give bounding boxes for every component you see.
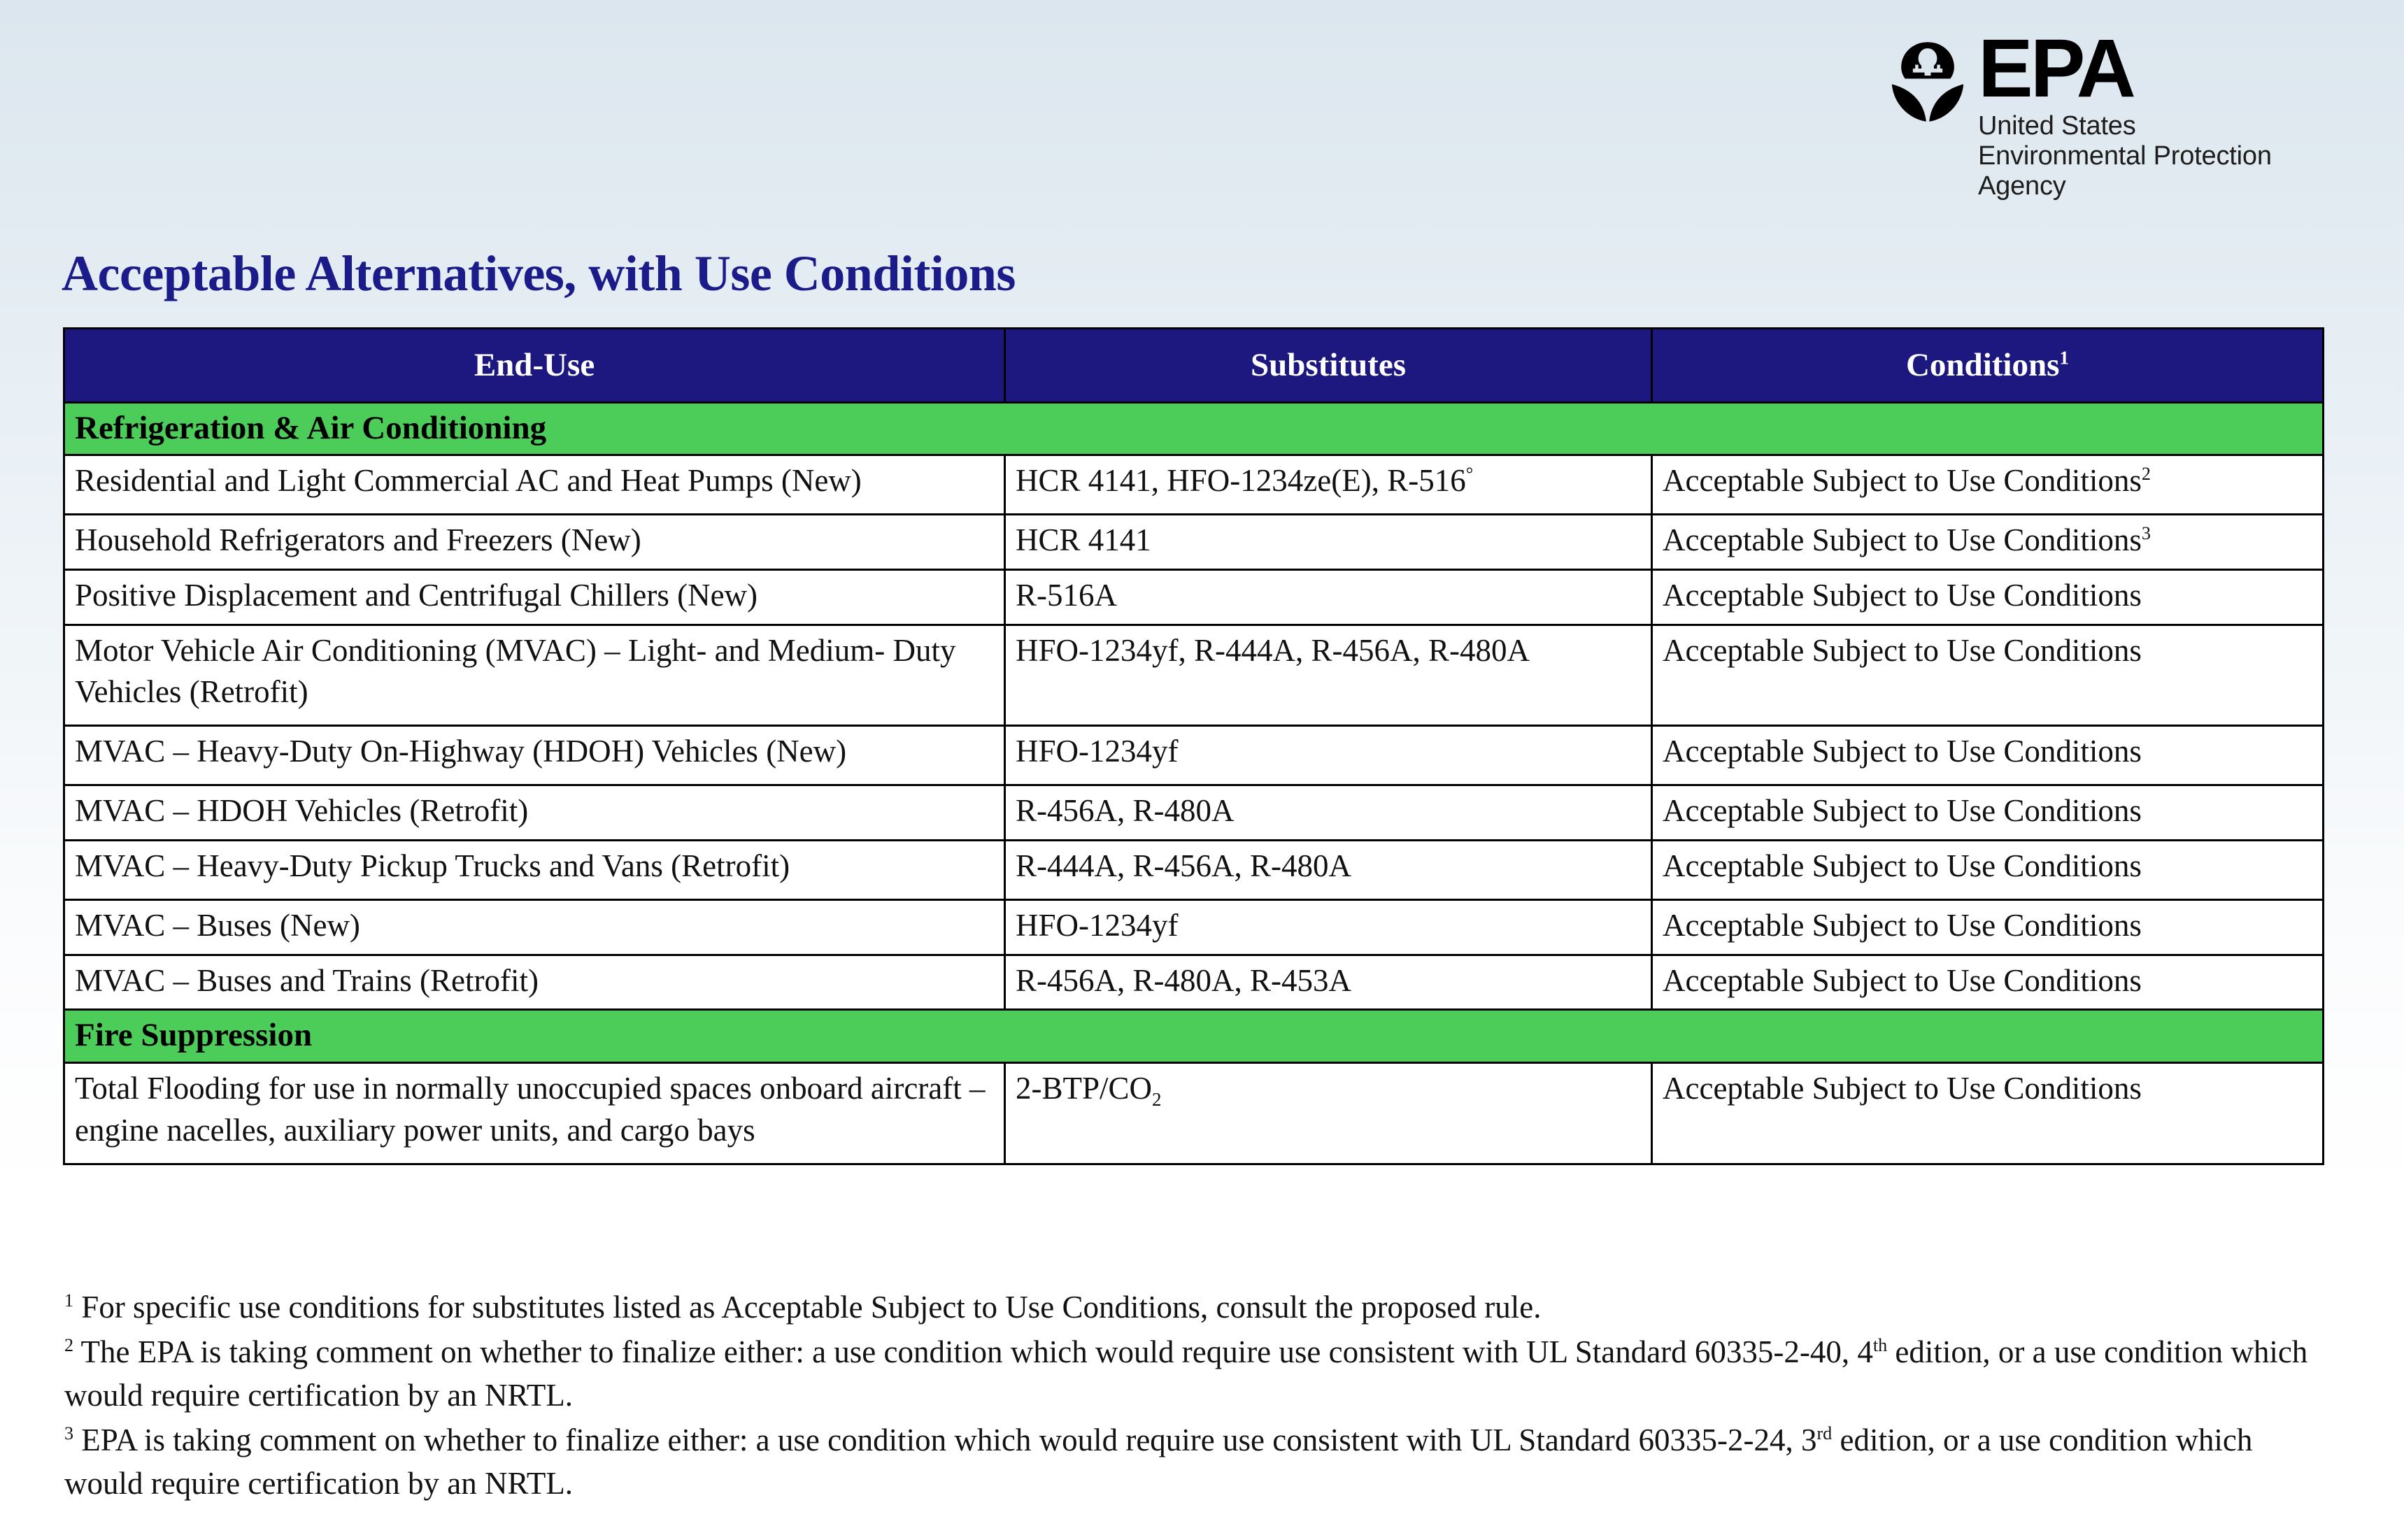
agency-line-2: Environmental Protection [1978,141,2272,171]
cell-end-use: Motor Vehicle Air Conditioning (MVAC) – … [63,623,1006,727]
epa-logo: EPA United States Environmental Protecti… [1889,22,2272,201]
table-row: Household Refrigerators and Freezers (Ne… [63,513,2324,571]
cell-end-use: MVAC – Heavy-Duty On-Highway (HDOH) Vehi… [63,725,1006,787]
column-header-conditions: Conditions1 [1651,327,2324,404]
cell-substitutes: R-456A, R-480A, R-453A [1004,953,1653,1011]
column-header-conditions-footnote-marker: 1 [2059,347,2070,369]
page-title: Acceptable Alternatives, with Use Condit… [62,245,1016,301]
cell-conditions-footnote-marker: 2 [2141,464,2151,484]
table-row: Positive Displacement and Centrifugal Ch… [63,568,2324,626]
cell-conditions: Acceptable Subject to Use Conditions [1651,953,2324,1011]
column-header-conditions-label: Conditions [1905,347,2060,383]
cell-end-use: Total Flooding for use in normally unocc… [63,1061,1006,1165]
cell-substitutes: HFO-1234yf, R-444A, R-456A, R-480A [1004,623,1653,727]
cell-end-use: Residential and Light Commercial AC and … [63,454,1006,515]
footnote-1-marker: 1 [64,1290,74,1311]
footnote-1-text: For specific use conditions for substitu… [81,1290,1542,1325]
table-row: MVAC – Buses (New) HFO-1234yf Acceptable… [63,898,2324,956]
cell-end-use: MVAC – Buses and Trains (Retrofit) [63,953,1006,1011]
footnote-3: 3 EPA is taking comment on whether to fi… [64,1418,2331,1505]
footnote-3-marker: 3 [64,1423,74,1444]
cell-conditions: Acceptable Subject to Use Conditions [1651,623,2324,727]
footnote-1: 1 For specific use conditions for substi… [64,1285,2331,1329]
cell-substitutes: 2-BTP/CO2 [1004,1061,1653,1165]
cell-end-use: MVAC – Buses (New) [63,898,1006,956]
section-row-fire-suppression: Fire Suppression [63,1008,2324,1064]
table-row: Total Flooding for use in normally unocc… [63,1061,2324,1165]
cell-conditions: Acceptable Subject to Use Conditions [1651,568,2324,626]
column-header-end-use: End-Use [63,327,1006,404]
cell-conditions-text: Acceptable Subject to Use Conditions [1663,848,2142,883]
agency-line-1: United States [1978,111,2136,141]
cell-substitutes-text: HFO-1234yf [1016,734,1179,769]
cell-substitutes: R-456A, R-480A [1004,784,1653,841]
cell-conditions: Acceptable Subject to Use Conditions [1651,839,2324,901]
cell-conditions-text: Acceptable Subject to Use Conditions [1663,577,2142,613]
cell-substitutes: R-444A, R-456A, R-480A [1004,839,1653,901]
cell-conditions: Acceptable Subject to Use Conditions [1651,725,2324,787]
cell-end-use: MVAC – HDOH Vehicles (Retrofit) [63,784,1006,841]
footnote-3-ordinal: rd [1816,1423,1833,1444]
cell-substitutes-text: HCR 4141 [1016,522,1151,557]
cell-substitutes-text: R-456A, R-480A [1016,793,1235,829]
footnotes: 1 For specific use conditions for substi… [64,1285,2331,1506]
table-row: Motor Vehicle Air Conditioning (MVAC) – … [63,623,2324,727]
cell-conditions-text: Acceptable Subject to Use Conditions [1663,463,2142,498]
footnote-2: 2 The EPA is taking comment on whether t… [64,1330,2331,1417]
cell-substitutes-footnote-marker: ° [1465,464,1474,484]
cell-substitutes-text: HFO-1234yf [1016,907,1179,943]
cell-conditions-text: Acceptable Subject to Use Conditions [1663,962,2142,998]
cell-substitutes-text: R-456A, R-480A, R-453A [1016,962,1351,998]
cell-substitutes: HFO-1234yf [1004,898,1653,956]
cell-conditions: Acceptable Subject to Use Conditions [1651,784,2324,841]
cell-conditions-text: Acceptable Subject to Use Conditions [1663,907,2142,943]
cell-end-use: Positive Displacement and Centrifugal Ch… [63,568,1006,626]
cell-substitutes: HFO-1234yf [1004,725,1653,787]
cell-conditions: Acceptable Subject to Use Conditions [1651,898,2324,956]
cell-substitutes-text: HCR 4141, HFO-1234ze(E), R-516 [1016,463,1466,498]
cell-substitutes-text: R-516A [1016,577,1117,613]
epa-agency-name: United States Environmental Protection A… [1978,111,2272,201]
cell-substitutes-text: HFO-1234yf, R-444A, R-456A, R-480A [1016,632,1530,668]
cell-conditions-text: Acceptable Subject to Use Conditions [1663,522,2142,557]
cell-conditions-text: Acceptable Subject to Use Conditions [1663,632,2142,668]
footnote-2-text-part2: edition, or a use condition which would … [64,1334,2308,1413]
epa-wordmark: EPA [1978,22,2136,115]
footnote-2-marker: 2 [64,1335,74,1356]
footnote-2-ordinal: th [1872,1335,1888,1356]
cell-substitutes-subscript: 2 [1152,1088,1162,1110]
cell-conditions: Acceptable Subject to Use Conditions [1651,1061,2324,1165]
footnote-2-text-part1: The EPA is taking comment on whether to … [80,1334,1873,1370]
table-header-row: End-Use Substitutes Conditions1 [63,327,2324,404]
epa-flower-seal-icon [1891,42,1964,122]
acceptable-alternatives-table: End-Use Substitutes Conditions1 Refriger… [63,327,2324,1165]
section-row-refrigeration: Refrigeration & Air Conditioning [63,401,2324,456]
cell-end-use: MVAC – Heavy-Duty Pickup Trucks and Vans… [63,839,1006,901]
cell-conditions-text: Acceptable Subject to Use Conditions [1663,793,2142,829]
cell-substitutes: R-516A [1004,568,1653,626]
cell-substitutes-text: R-444A, R-456A, R-480A [1016,848,1351,883]
agency-line-3: Agency [1978,171,2066,201]
table-row: MVAC – HDOH Vehicles (Retrofit) R-456A, … [63,784,2324,841]
cell-conditions: Acceptable Subject to Use Conditions2 [1651,454,2324,515]
table-body: Refrigeration & Air Conditioning Residen… [63,401,2324,1165]
cell-substitutes: HCR 4141 [1004,513,1653,571]
table-row: Residential and Light Commercial AC and … [63,454,2324,515]
footnote-3-text-part1: EPA is taking comment on whether to fina… [81,1423,1817,1458]
cell-substitutes-text: 2-BTP/CO [1016,1070,1153,1106]
cell-conditions-text: Acceptable Subject to Use Conditions [1663,1070,2142,1106]
section-label: Refrigeration & Air Conditioning [63,401,2324,456]
cell-conditions: Acceptable Subject to Use Conditions3 [1651,513,2324,571]
cell-conditions-text: Acceptable Subject to Use Conditions [1663,734,2142,769]
table-row: MVAC – Buses and Trains (Retrofit) R-456… [63,953,2324,1011]
table-row: MVAC – Heavy-Duty On-Highway (HDOH) Vehi… [63,725,2324,787]
cell-substitutes: HCR 4141, HFO-1234ze(E), R-516° [1004,454,1653,515]
section-label: Fire Suppression [63,1008,2324,1064]
cell-end-use: Household Refrigerators and Freezers (Ne… [63,513,1006,571]
cell-conditions-footnote-marker: 3 [2141,522,2151,543]
column-header-substitutes: Substitutes [1004,327,1653,404]
footnote-3-text-part2: edition, or a use condition which would … [64,1423,2253,1502]
table-row: MVAC – Heavy-Duty Pickup Trucks and Vans… [63,839,2324,901]
